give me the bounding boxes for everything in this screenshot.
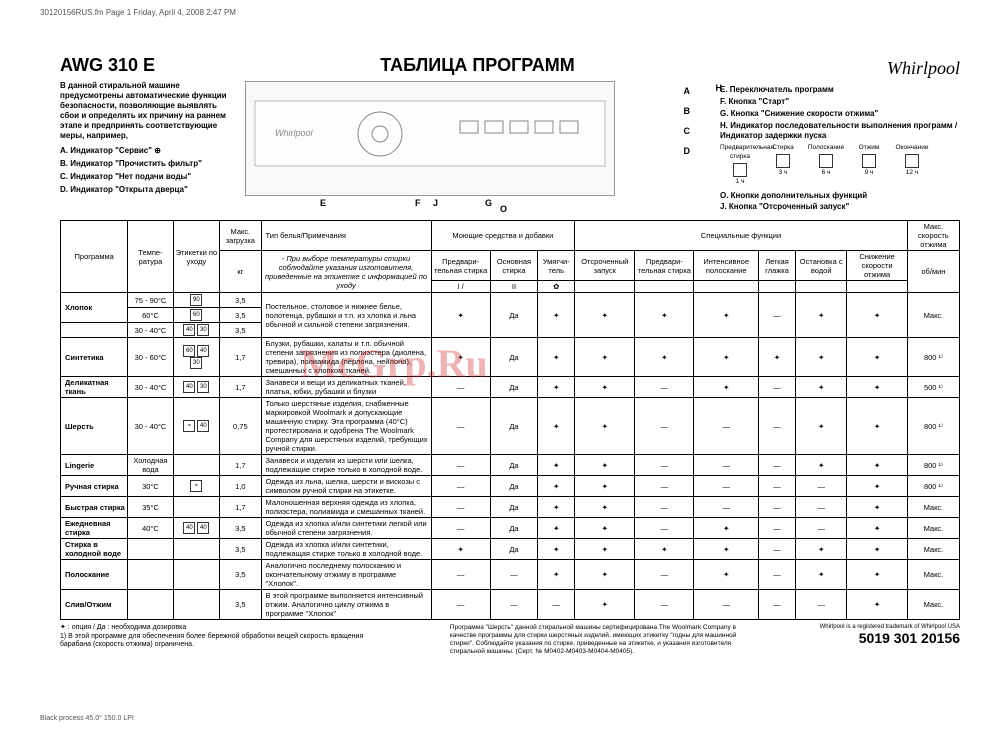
footnote-center: Программа "Шерсть" данной стиральной маш…	[450, 624, 750, 655]
label-c: C	[684, 126, 691, 136]
print-footer: Black process 45.0° 150.0 LPI	[40, 715, 134, 722]
indicator-b: B. Индикатор "Прочистить фильтр"	[60, 159, 235, 169]
indicator-d: D. Индикатор "Открыта дверца"	[60, 185, 235, 195]
part-number: 5019 301 20156	[820, 630, 960, 646]
program-table: Программа Темпе-ратура Этикетки по уходу…	[60, 220, 960, 620]
th-care: Этикетки по уходу	[173, 221, 220, 293]
th-load: Макс. загрузка	[220, 221, 261, 251]
indicator-c: C. Индикатор "Нет подачи воды"	[60, 172, 235, 182]
table-row: Ручная стирка30°C⚬1,0Одежда из льна, шел…	[61, 476, 960, 497]
content: AWG 310 E В данной стиральной машине пре…	[60, 55, 960, 655]
label-g: G	[485, 198, 492, 208]
logo: Whirlpool	[720, 56, 960, 80]
label-f: F	[415, 198, 421, 208]
table-row: Хлопок75 - 90°C903,5Постельное, столовое…	[61, 293, 960, 308]
indicator-a: A. Индикатор "Сервис" ⊕	[60, 146, 235, 156]
top-row: AWG 310 E В данной стиральной машине пре…	[60, 55, 960, 214]
th-temp: Темпе-ратура	[128, 221, 173, 293]
table-row: Полоскание3,5Аналогично последнему полос…	[61, 560, 960, 590]
label-b: B	[684, 106, 691, 116]
intro-text: В данной стиральной машине предусмотрены…	[60, 81, 235, 195]
th-desc-head: Тип белья/Примечания	[261, 221, 431, 251]
th-program: Программа	[61, 221, 128, 293]
table-row: Деликатная ткань30 - 40°C40301,7Занавеси…	[61, 377, 960, 398]
label-h: H	[716, 83, 723, 93]
right-legend: Whirlpool E. Переключатель программ F. К…	[720, 55, 960, 214]
table-row: Шерсть30 - 40°C⚬400,75Только шерстяные и…	[61, 398, 960, 455]
footnote-2: 1) В этой программе для обеспечения боле…	[60, 633, 380, 650]
table-row: Быстрая стирка35°C1,7Малоношенная верхня…	[61, 497, 960, 518]
table-row: Синтетика30 - 60°C6040301,7Блузки, рубаш…	[61, 338, 960, 377]
svg-text:Whirlpool: Whirlpool	[275, 128, 314, 138]
label-o: O	[500, 204, 507, 214]
label-a: A	[684, 86, 691, 96]
th-detergent: Моющие средства и добавки	[431, 221, 575, 251]
th-special: Специальные функции	[575, 221, 908, 251]
table-row: LingerieХолодная вода1,7Занавеси и издел…	[61, 455, 960, 476]
table-row: Ежедневная стирка40°C40403,5Одежда из хл…	[61, 518, 960, 539]
th-maxspin: Макс. скорость отжима	[907, 221, 959, 251]
label-d: D	[684, 146, 691, 156]
model-title: AWG 310 E	[60, 55, 235, 76]
label-j: J	[433, 198, 438, 208]
page-header: 30120156RUS.fm Page 1 Friday, April 4, 2…	[40, 8, 236, 17]
table-row: Стирка в холодной воде3,5Одежда из хлопк…	[61, 539, 960, 560]
table-row: Слив/Отжим3,5В этой программе выполняетс…	[61, 590, 960, 620]
footnote-1: ✦ : опция / Да : необходима дозировка	[60, 624, 380, 632]
footnotes: ✦ : опция / Да : необходима дозировка 1)…	[60, 624, 960, 655]
main-title: ТАБЛИЦА ПРОГРАММ	[245, 55, 710, 76]
control-panel-diagram: Whirlpool	[245, 81, 615, 196]
label-e: E	[320, 198, 326, 208]
